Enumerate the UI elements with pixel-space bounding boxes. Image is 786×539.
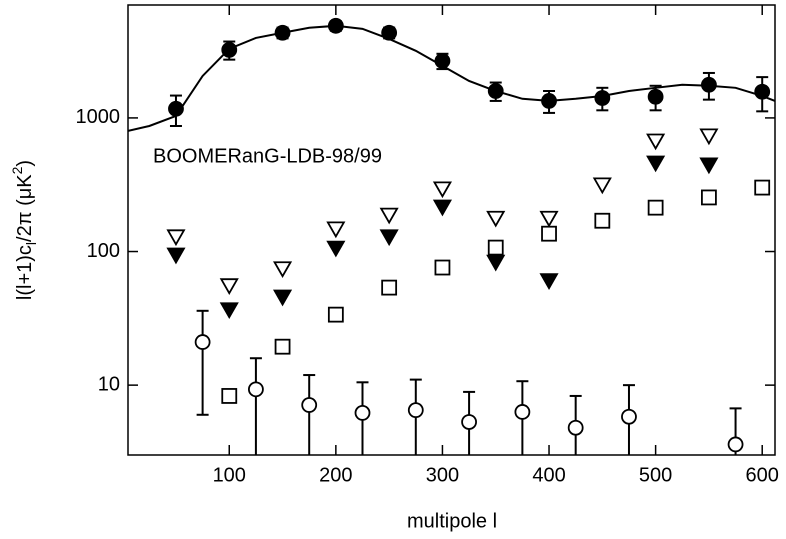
point (727, 436, 744, 453)
point (379, 207, 399, 225)
point (754, 179, 771, 196)
x-axis-label: multipole l (407, 510, 497, 532)
point (539, 210, 559, 228)
point (301, 397, 318, 413)
point (274, 338, 291, 355)
point (486, 254, 506, 272)
y-label-part: ) (14, 160, 36, 167)
point (594, 90, 611, 106)
point (221, 388, 238, 404)
plot-frame (127, 4, 776, 456)
point (594, 212, 611, 229)
x-tick-label: 100 (213, 464, 246, 486)
x-tick-label: 500 (639, 464, 672, 486)
y-label-part: 2 (9, 166, 25, 174)
point (754, 83, 771, 100)
point (647, 199, 664, 216)
y-label-part: /2π (μK (14, 174, 36, 242)
y-tick-label: 1000 (76, 106, 121, 128)
point (379, 229, 399, 247)
point (541, 93, 557, 109)
y-label-part: l(l+1)c (14, 245, 36, 300)
point (221, 41, 238, 58)
x-tick-label: 600 (746, 464, 779, 486)
point (381, 24, 398, 41)
point (432, 181, 452, 199)
point (487, 83, 504, 99)
point (407, 402, 424, 419)
point (248, 381, 264, 398)
point (699, 128, 719, 146)
point (699, 157, 719, 175)
point (327, 306, 344, 323)
point (434, 53, 451, 69)
x-tick-label: 400 (532, 464, 565, 486)
point (166, 229, 186, 247)
point (434, 259, 451, 276)
point (487, 239, 504, 256)
point (539, 273, 559, 291)
point (168, 100, 184, 117)
point (701, 189, 717, 206)
point (273, 289, 293, 307)
plot-area (128, 17, 775, 455)
point (461, 414, 477, 430)
y-axis-label: l(l+1)cl/2π (μK2) (9, 160, 39, 300)
point (514, 404, 531, 420)
y-label-part: l (23, 242, 39, 245)
point (219, 302, 239, 320)
x-tick-label: 200 (319, 464, 352, 486)
point (219, 278, 239, 295)
y-tick-label: 100 (87, 240, 120, 262)
point (327, 17, 344, 34)
x-tick-label: 300 (426, 464, 459, 486)
annotation: BOOMERanG-LDB-98/99 (153, 145, 382, 167)
point (592, 177, 612, 195)
point (486, 210, 506, 228)
y-tick-label: 10 (98, 373, 120, 395)
point (381, 279, 398, 296)
point (701, 76, 717, 93)
point (432, 199, 452, 217)
point (621, 408, 637, 425)
point (646, 133, 666, 151)
point (273, 261, 293, 279)
point (194, 334, 211, 350)
point (646, 155, 666, 173)
point (166, 247, 186, 265)
point (274, 24, 291, 41)
point (567, 419, 584, 436)
point (354, 404, 371, 421)
point (326, 240, 346, 258)
point (541, 225, 557, 242)
point (647, 88, 664, 105)
point (326, 221, 346, 239)
